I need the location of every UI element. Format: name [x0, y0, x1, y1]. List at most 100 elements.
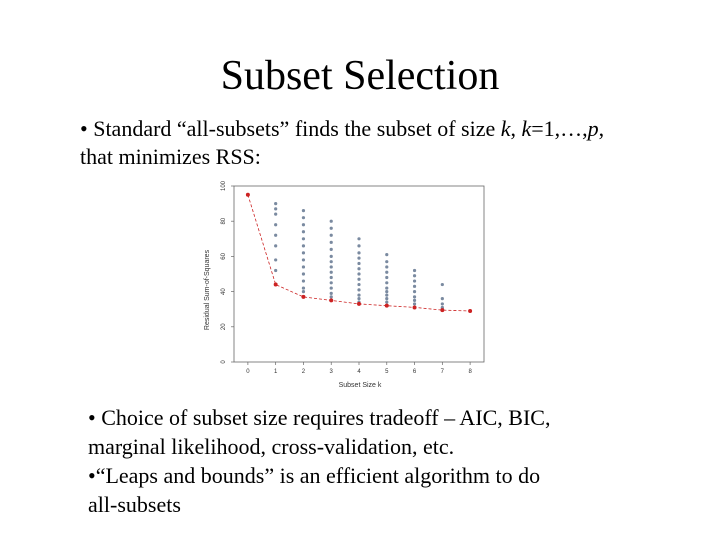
best-subset-point [301, 294, 306, 299]
subset-point [329, 247, 333, 251]
subset-point [329, 281, 333, 285]
subset-point [329, 270, 333, 274]
bullets-bottom: • Choice of subset size requires tradeof… [88, 403, 648, 519]
subset-point [412, 279, 417, 283]
subset-point [385, 265, 389, 269]
subset-point [385, 281, 389, 285]
best-subset-point [273, 282, 278, 287]
subset-point [329, 240, 333, 244]
subset-point [385, 270, 389, 274]
x-axis-label: Subset Size k [339, 382, 382, 389]
subset-point [385, 293, 389, 297]
subset-point [412, 290, 417, 294]
subset-point [412, 298, 417, 302]
x-tick-label: 5 [385, 369, 389, 375]
x-tick-label: 7 [441, 369, 445, 375]
subset-point [357, 237, 361, 241]
subset-point [357, 282, 361, 287]
var-k-1: k [500, 116, 511, 141]
best-subset-point [440, 308, 445, 313]
subset-point [274, 258, 278, 262]
subset-point [412, 302, 417, 306]
subset-point [385, 253, 389, 257]
subset-point [385, 290, 389, 294]
y-tick-label: 80 [221, 217, 227, 224]
bullet-text-4: , [598, 116, 605, 141]
subset-point [412, 295, 417, 299]
subset-point [329, 260, 333, 264]
subset-point [357, 272, 361, 276]
subset-point [274, 268, 278, 273]
subset-point [357, 297, 361, 301]
subset-point [301, 265, 306, 269]
subset-point [385, 300, 389, 304]
x-tick-label: 1 [274, 369, 278, 375]
subset-point [412, 284, 417, 288]
subset-point [385, 286, 389, 290]
subset-point [301, 290, 306, 294]
subset-point [329, 226, 333, 230]
bullet-line-2: that minimizes RSS: [80, 144, 261, 169]
subset-point [357, 251, 361, 255]
subset-point [357, 293, 361, 297]
bullet-line: • Choice of subset size requires tradeof… [88, 405, 551, 430]
subset-point [301, 230, 306, 234]
subset-point [301, 272, 306, 276]
bullet-text-3: =1,…, [531, 116, 588, 141]
bullet-line: •“Leaps and bounds” is an efficient algo… [88, 463, 541, 488]
subset-point [385, 275, 389, 280]
subset-point [357, 277, 361, 281]
subset-point [274, 223, 278, 227]
subset-point [329, 254, 333, 258]
bullet-text-1: Standard “all-subsets” finds the subset … [93, 116, 501, 141]
subset-point [329, 275, 333, 280]
best-subset-point [329, 298, 334, 303]
y-tick-label: 100 [221, 180, 227, 191]
bullet-glyph: • [80, 116, 88, 141]
var-p: p [587, 116, 599, 141]
y-tick-label: 60 [221, 252, 227, 259]
y-axis-label: Residual Sum-of-Squares [204, 249, 211, 330]
x-tick-label: 8 [468, 369, 472, 375]
x-tick-label: 0 [246, 369, 250, 375]
bullet-top: • Standard “all-subsets” finds the subse… [80, 115, 680, 171]
subset-point [357, 244, 361, 248]
y-tick-label: 40 [221, 288, 227, 295]
best-subset-point [412, 305, 417, 310]
subset-point [385, 260, 389, 264]
best-subset-point [357, 301, 361, 306]
subset-point [385, 297, 389, 301]
subset-point [274, 233, 278, 237]
subset-point [412, 268, 417, 273]
best-subset-point [384, 303, 389, 308]
slide-title: Subset Selection [220, 53, 500, 99]
bullet-line: marginal likelihood, cross-validation, e… [88, 434, 455, 459]
y-tick-label: 20 [221, 323, 227, 330]
var-k-2: k [521, 116, 532, 141]
subset-point [357, 256, 361, 260]
subset-point [274, 212, 278, 216]
best-subset-series [245, 192, 473, 313]
subset-point [412, 274, 417, 278]
subset-point [440, 282, 444, 287]
x-tick-label: 2 [302, 369, 306, 375]
subset-point [301, 216, 306, 220]
rss-chart: 0 1 2 3 4 5 6 7 8 0 20 40 60 80 100 Subset Size k Resi… [196, 180, 496, 395]
subset-point [301, 244, 306, 248]
subset-point [301, 286, 306, 290]
subset-point [357, 288, 361, 292]
subset-point [329, 295, 333, 299]
subset-point [357, 261, 361, 266]
bullet-line: all-subsets [88, 492, 181, 517]
subset-point [301, 251, 306, 255]
subset-point [301, 258, 306, 262]
subset-point [274, 244, 278, 248]
bullet-text-2: , [510, 116, 522, 141]
subset-point [301, 279, 306, 283]
subset-point [329, 291, 333, 295]
x-tick-label: 3 [330, 369, 334, 375]
subset-point [329, 219, 333, 223]
subset-point [440, 297, 444, 301]
